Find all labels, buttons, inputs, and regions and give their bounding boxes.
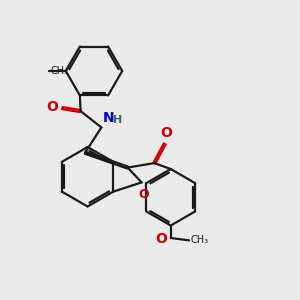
Text: H: H	[113, 115, 122, 125]
Text: O: O	[46, 100, 58, 114]
Text: O: O	[155, 232, 167, 247]
Text: O: O	[160, 126, 172, 140]
Text: O: O	[139, 188, 149, 201]
Text: CH₃: CH₃	[191, 236, 209, 245]
Text: N: N	[103, 111, 115, 125]
Text: CH₃: CH₃	[51, 66, 69, 76]
